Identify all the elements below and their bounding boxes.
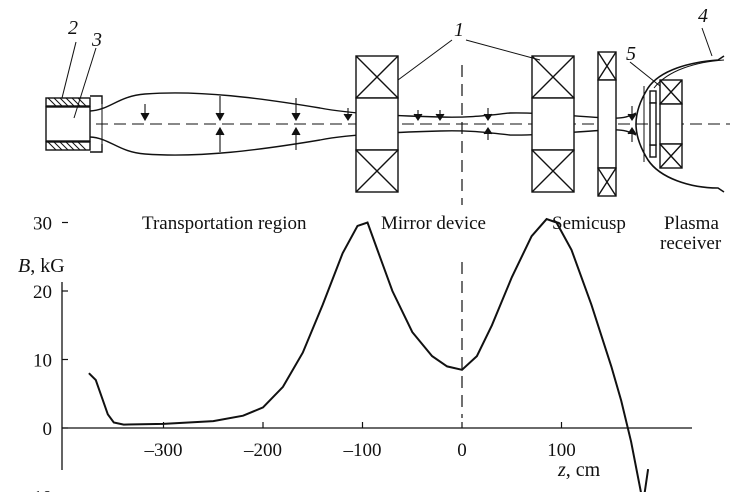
label-1: 1 xyxy=(454,19,464,41)
y-tick-label: 0 xyxy=(43,419,53,440)
y-axis-label: B, kG xyxy=(18,255,65,277)
leader-4 xyxy=(701,27,713,57)
receiver-coil xyxy=(643,79,683,169)
x-tick-label: 0 xyxy=(457,440,467,461)
x-tick-label: –100 xyxy=(343,440,382,461)
plasma-receiver-shell xyxy=(635,55,725,193)
semicusp-coil xyxy=(597,51,617,197)
label-3: 3 xyxy=(91,29,102,51)
leader-2 xyxy=(61,41,77,99)
mirror-coil-left xyxy=(355,55,399,193)
x-axis-unit: , cm xyxy=(566,459,601,481)
label-2: 2 xyxy=(68,17,78,39)
y-tick-label: 30 xyxy=(33,214,52,235)
leader-3 xyxy=(73,47,97,119)
leader-5 xyxy=(629,61,661,87)
leader-1a xyxy=(397,39,453,81)
x-axis-symbol: z xyxy=(557,459,566,481)
region-semicusp: Semicusp xyxy=(552,213,626,234)
device-schematic xyxy=(45,27,730,205)
x-axis-label: z, cm xyxy=(557,459,601,481)
region-transportation: Transportation region xyxy=(142,213,307,234)
y-tick-label: 10 xyxy=(33,351,52,372)
region-plasma: Plasma xyxy=(664,213,719,234)
y-axis-symbol: B xyxy=(18,255,30,277)
leader-1b xyxy=(465,39,541,61)
y-tick-label: –10 xyxy=(23,488,53,492)
region-receiver: receiver xyxy=(660,233,722,254)
x-tick-label: –200 xyxy=(243,440,282,461)
y-tick-label: 20 xyxy=(33,282,52,303)
region-mirror: Mirror device xyxy=(381,213,486,234)
label-5: 5 xyxy=(626,43,636,65)
radius-arrows xyxy=(140,96,637,152)
mirror-coil-right xyxy=(531,55,575,193)
x-tick-label: 100 xyxy=(547,440,576,461)
plasma-source xyxy=(45,95,103,153)
x-tick-label: –300 xyxy=(144,440,183,461)
field-curve xyxy=(88,217,650,492)
label-4: 4 xyxy=(698,5,708,27)
y-axis-unit: , kG xyxy=(30,255,64,277)
